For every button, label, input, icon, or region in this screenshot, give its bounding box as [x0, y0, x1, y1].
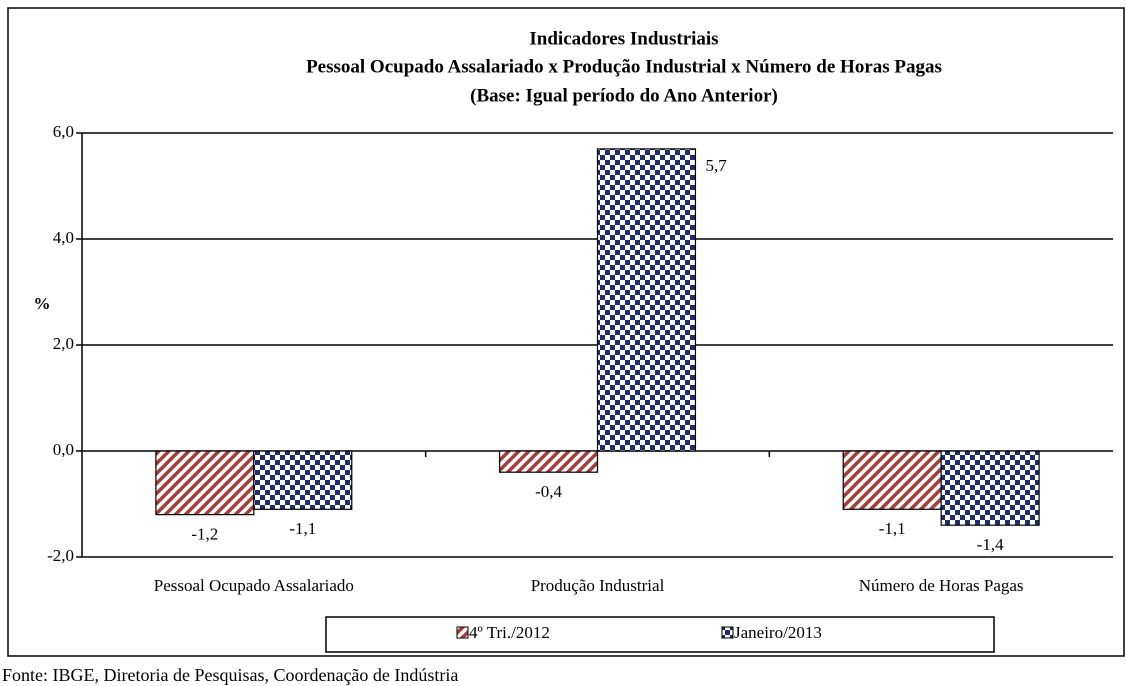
data-label: 5,7 — [705, 156, 727, 175]
legend-label: Janeiro/2013 — [734, 623, 822, 642]
data-label: -1,1 — [879, 519, 906, 538]
x-tick-label: Pessoal Ocupado Assalariado — [154, 576, 354, 595]
bar — [596, 148, 697, 452]
y-tick-label: -2,0 — [47, 546, 74, 565]
data-label: -0,4 — [535, 482, 562, 501]
x-tick-label: Produção Industrial — [531, 576, 665, 595]
chart-title: Indicadores Industriais — [529, 28, 718, 49]
bar — [842, 450, 942, 510]
chart-subtitle: (Base: Igual período do Ano Anterior) — [470, 85, 778, 106]
legend-swatch — [456, 626, 469, 639]
y-tick-label: 6,0 — [53, 122, 74, 141]
y-tick-label: 2,0 — [53, 334, 74, 353]
bar — [253, 450, 353, 510]
source-note: Fonte: IBGE, Diretoria de Pesquisas, Coo… — [2, 665, 458, 685]
bar — [155, 450, 255, 516]
y-axis-label: % — [34, 294, 51, 313]
x-tick-label: Número de Horas Pagas — [859, 576, 1024, 595]
y-tick-label: 4,0 — [53, 228, 74, 247]
legend-label: 4º Tri./2012 — [469, 623, 550, 642]
bar — [498, 450, 599, 473]
legend-swatch — [721, 626, 734, 639]
data-label: -1,4 — [977, 535, 1004, 554]
chart-frame — [7, 7, 1125, 657]
legend-box — [325, 616, 995, 653]
bar — [940, 450, 1040, 526]
chart-subtitle: Pessoal Ocupado Assalariado x Produção I… — [306, 56, 942, 77]
data-label: -1,2 — [191, 525, 218, 544]
y-tick-label: 0,0 — [53, 440, 74, 459]
data-label: -1,1 — [289, 519, 316, 538]
